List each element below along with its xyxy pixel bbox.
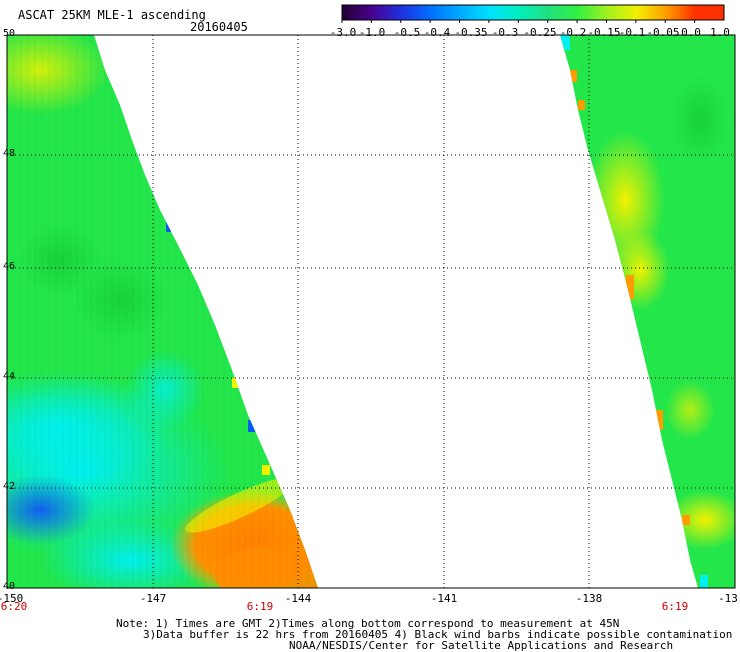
colorbar-label: -0.25 xyxy=(523,26,557,39)
lon-label: -147 xyxy=(139,592,167,605)
colorbar-segment xyxy=(518,5,549,20)
colorbar-segment xyxy=(694,5,725,20)
colorbar-segment xyxy=(400,5,431,20)
lon-label: -138 xyxy=(575,592,603,605)
colorbar xyxy=(341,4,725,23)
colorbar-segment xyxy=(547,5,578,20)
lat-label: 46 xyxy=(3,261,16,272)
colorbar-segment xyxy=(665,5,696,20)
colorbar-label: -0.5 xyxy=(393,26,421,39)
lon-label: -144 xyxy=(284,592,312,605)
colorbar-segment xyxy=(430,5,461,20)
colorbar-segment xyxy=(488,5,519,20)
colorbar-label: -0.2 xyxy=(559,26,587,39)
lat-label: 42 xyxy=(3,481,16,492)
colorbar-segment xyxy=(371,5,402,20)
colorbar-label: -0.15 xyxy=(587,26,621,39)
lon-label: -13 xyxy=(718,592,738,605)
colorbar-label: -0.4 xyxy=(423,26,451,39)
colorbar-label: -0.3 xyxy=(491,26,519,39)
colorbar-frame xyxy=(341,4,725,21)
lat-label: 48 xyxy=(3,148,16,159)
colorbar-segment xyxy=(342,5,372,20)
colorbar-label: -0.35 xyxy=(454,26,488,39)
colorbar-segment xyxy=(606,5,637,20)
left-swath xyxy=(7,35,318,588)
colorbar-label: 0.0 xyxy=(681,26,701,39)
note-line-2: 3)Data buffer is 22 hrs from 20160405 4)… xyxy=(143,628,733,641)
lat-label: 44 xyxy=(3,371,16,382)
colorbar-label: -3.0 xyxy=(329,26,357,39)
lat-label: 40 xyxy=(3,581,16,592)
chart-date: 20160405 xyxy=(190,20,248,34)
grid-lines xyxy=(7,35,735,588)
note-line-1: Note: 1) Times are GMT 2)Times along bot… xyxy=(116,617,620,630)
time-label: 6:19 xyxy=(661,600,689,613)
lon-label: -141 xyxy=(430,592,458,605)
plot-frame xyxy=(6,34,736,589)
lon-label: -150 xyxy=(0,592,24,605)
colorbar-label: -0.1 xyxy=(618,26,646,39)
lat-label: 50 xyxy=(3,28,16,39)
colorbar-label: 1.0 xyxy=(710,26,730,39)
time-label: 6:20 xyxy=(0,600,28,613)
colorbar-label: -0.05 xyxy=(646,26,680,39)
chart-title: ASCAT 25KM MLE-1 ascending xyxy=(18,8,206,22)
right-swath xyxy=(560,35,735,588)
colorbar-segment xyxy=(459,5,490,20)
colorbar-segment xyxy=(577,5,607,20)
note-line-3: NOAA/NESDIS/Center for Satellite Applica… xyxy=(289,639,674,652)
time-label: 6:19 xyxy=(246,600,274,613)
colorbar-label: -1.0 xyxy=(358,26,386,39)
colorbar-segment xyxy=(635,5,666,20)
